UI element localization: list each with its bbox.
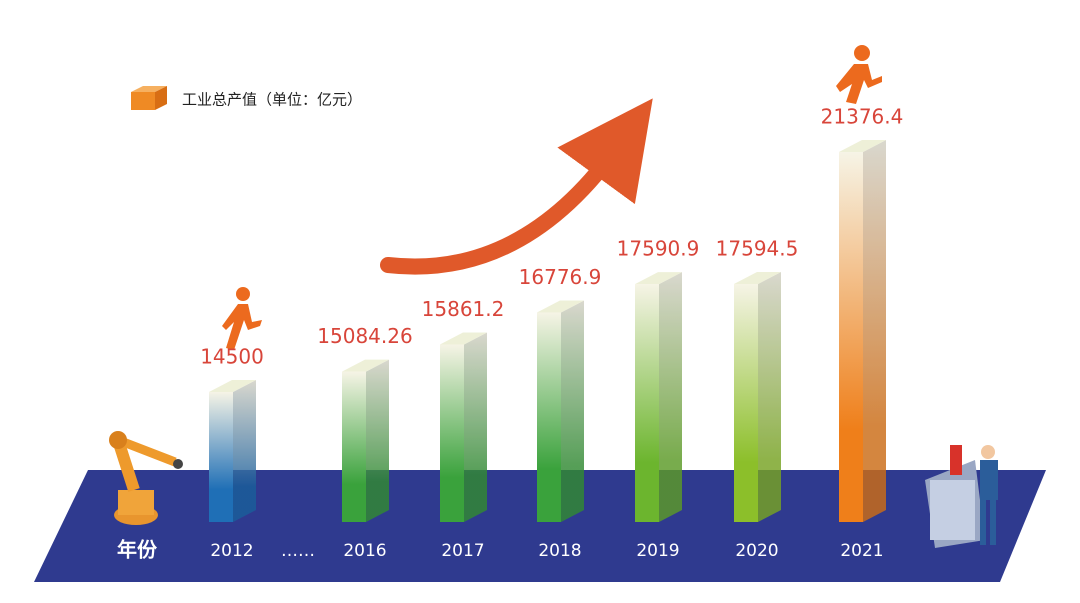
value-label: 15861.2 <box>422 297 505 321</box>
x-axis-label: 年份 <box>117 538 158 562</box>
bar <box>342 371 366 522</box>
x-tick-label: 2020 <box>735 541 778 561</box>
bar-top <box>635 272 682 285</box>
bar-side <box>464 332 487 522</box>
x-tick-label: 2019 <box>636 541 679 561</box>
bar-top <box>209 380 256 392</box>
x-tick-label: 2017 <box>441 541 484 561</box>
x-tick-label: 2016 <box>343 541 386 561</box>
bar-side-shade <box>758 271 781 522</box>
bar-side-shade <box>659 272 682 522</box>
growth-arrow <box>380 98 653 275</box>
legend-swatch-side <box>155 86 167 110</box>
bar-side <box>758 271 781 522</box>
bar-side <box>366 359 389 522</box>
bar-side <box>863 140 886 522</box>
bar-side-shade <box>366 359 389 522</box>
axis-break: …… <box>281 541 315 561</box>
x-tick-label: 2021 <box>840 541 883 561</box>
bar <box>734 283 758 522</box>
x-tick-label: 2012 <box>210 541 253 561</box>
x-tick-label: 2018 <box>538 541 581 561</box>
bar-top <box>537 300 584 313</box>
value-label: 14500 <box>200 345 264 369</box>
bar <box>440 344 464 522</box>
bar-top <box>440 332 487 345</box>
bar-top <box>839 140 886 152</box>
bar-side-shade <box>863 140 886 522</box>
value-label: 17590.9 <box>617 237 700 261</box>
robot-arm-icon <box>109 431 183 525</box>
runner-icon <box>222 45 882 350</box>
bar-side <box>233 380 256 522</box>
bar <box>537 312 561 522</box>
bar-side-shade <box>464 332 487 522</box>
bar <box>209 392 233 522</box>
platform <box>34 470 1046 582</box>
value-label: 21376.4 <box>821 105 904 129</box>
bar-side-shade <box>561 300 584 522</box>
value-label: 17594.5 <box>716 236 799 260</box>
bar-top <box>342 359 389 372</box>
bar-side <box>561 300 584 522</box>
bar-side-shade <box>233 380 256 522</box>
machine-icon <box>925 445 998 548</box>
legend-label: 工业总产值（单位：亿元） <box>182 91 362 109</box>
value-label: 15084.26 <box>317 324 412 348</box>
bar-side <box>659 272 682 522</box>
bar <box>635 284 659 522</box>
bar-top <box>734 271 781 284</box>
bar <box>839 152 863 522</box>
value-label: 16776.9 <box>519 265 602 289</box>
legend-swatch <box>131 92 155 110</box>
